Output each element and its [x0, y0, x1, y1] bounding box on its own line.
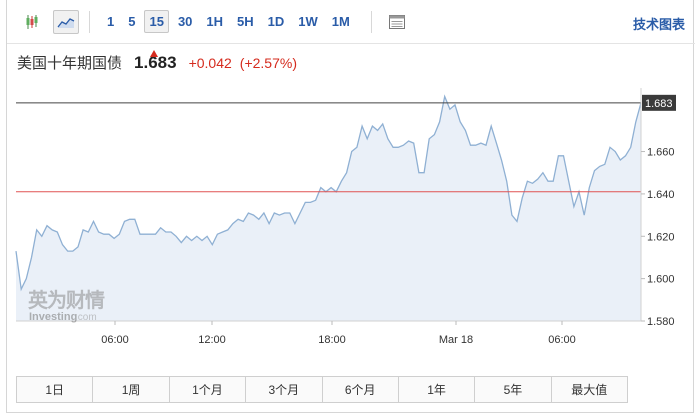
range-button[interactable]: 1个月	[170, 377, 247, 402]
instrument-name: 美国十年期国债	[17, 55, 123, 72]
area-chart-icon[interactable]	[53, 9, 79, 34]
interval-1m[interactable]: 1M	[331, 14, 350, 29]
interval-selector: 1 5 15 30 1H 5H 1D 1W 1M	[100, 10, 357, 33]
instrument-header: 美国十年期国债 1.683 +0.042 (+2.57%)	[17, 50, 297, 76]
chart-widget: 1 5 15 30 1H 5H 1D 1W 1M 技术图表 美国十年期国债 1.683 +0.0…	[6, 0, 695, 413]
y-tick-label: 1.580	[647, 316, 675, 328]
x-tick-label: 18:00	[318, 334, 346, 346]
price-line	[15, 94, 642, 292]
range-button[interactable]: 1日	[17, 377, 94, 402]
interval-15[interactable]: 15	[144, 10, 169, 33]
watermark-brand: Investing	[29, 311, 77, 323]
interval-30[interactable]: 30	[177, 14, 193, 29]
price-area	[16, 96, 641, 321]
time-range-selector: 1日 1周 1个月 3个月 6个月 1年 5年 最大值	[16, 376, 628, 403]
x-tick-label: 12:00	[198, 334, 226, 346]
price-chart[interactable]: 1.580 1.600 1.620 1.640 1.660 06:00 12:00 18:0…	[7, 0, 695, 376]
range-button[interactable]: 1年	[399, 377, 476, 402]
toolbar-separator	[370, 10, 372, 33]
interval-5[interactable]: 5	[128, 14, 136, 29]
table-view-icon[interactable]	[386, 11, 408, 33]
x-tick-label: 06:00	[101, 334, 129, 346]
interval-1w[interactable]: 1W	[298, 14, 318, 29]
arrow-up-icon	[150, 50, 158, 57]
range-button[interactable]: 6个月	[323, 377, 399, 402]
y-tick-label: 1.600	[647, 274, 675, 286]
candlestick-icon[interactable]	[21, 11, 43, 33]
range-button[interactable]: 5年	[475, 377, 552, 402]
y-tick-label: 1.640	[647, 189, 675, 201]
interval-1d[interactable]: 1D	[267, 14, 285, 29]
toolbar-separator	[89, 10, 90, 33]
chart-toolbar: 1 5 15 30 1H 5H 1D 1W 1M 技术图表	[7, 0, 695, 44]
range-button[interactable]: 1周	[93, 377, 170, 402]
x-tick-label: 06:00	[548, 334, 576, 346]
current-price-label: 1.683	[645, 98, 673, 110]
price-change: +0.042	[188, 55, 232, 71]
range-button[interactable]: 3个月	[246, 377, 323, 402]
y-tick-label: 1.620	[647, 231, 675, 243]
interval-1[interactable]: 1	[107, 14, 115, 29]
x-tick-label: Mar 18	[439, 334, 473, 346]
technical-chart-link[interactable]: 技术图表	[632, 17, 685, 32]
interval-1h[interactable]: 1H	[206, 14, 224, 29]
range-button[interactable]: 最大值	[571, 383, 608, 397]
price-change-percent: (+2.57%)	[239, 55, 297, 71]
investing-watermark: 英为财情 Investing .com	[28, 288, 106, 323]
last-price: 1.683	[134, 53, 177, 72]
watermark-suffix: .com	[75, 312, 97, 323]
svg-text:英为财情: 英为财情	[28, 288, 105, 312]
y-tick-label: 1.660	[647, 147, 675, 159]
current-price-badge	[642, 94, 676, 111]
interval-5h[interactable]: 5H	[237, 14, 254, 29]
